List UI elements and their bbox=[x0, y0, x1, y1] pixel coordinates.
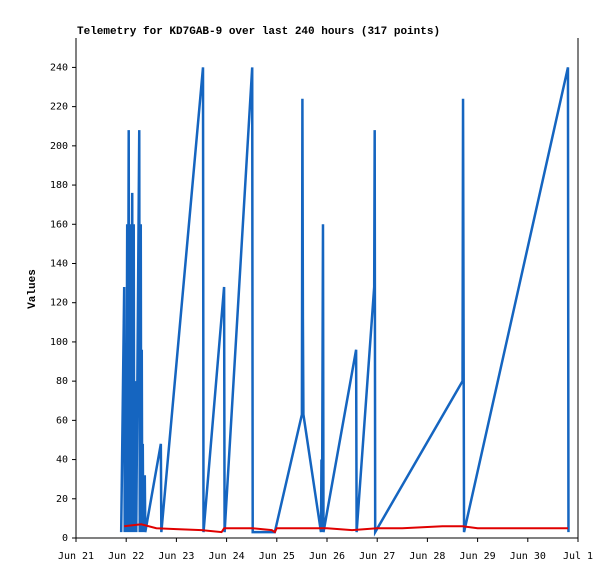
x-tick-label: Jun 27 bbox=[359, 551, 395, 562]
x-tick-label: Jun 23 bbox=[158, 551, 194, 562]
y-tick-label: 20 bbox=[56, 494, 68, 505]
x-tick-label: Jun 22 bbox=[108, 551, 144, 562]
x-tick-label: Jun 30 bbox=[510, 551, 546, 562]
x-tick-label: Jun 28 bbox=[409, 551, 445, 562]
y-tick-label: 0 bbox=[62, 533, 68, 544]
chart-title: Telemetry for KD7GAB-9 over last 240 hou… bbox=[77, 26, 440, 38]
y-tick-label: 60 bbox=[56, 415, 68, 426]
x-tick-label: Jun 25 bbox=[259, 551, 295, 562]
y-tick-label: 120 bbox=[50, 298, 68, 309]
series-line bbox=[124, 523, 568, 534]
series-line bbox=[119, 67, 570, 537]
y-tick-label: 180 bbox=[50, 180, 68, 191]
y-tick-label: 100 bbox=[50, 337, 68, 348]
x-tick-label: Jun 21 bbox=[58, 551, 94, 562]
y-tick-label: 240 bbox=[50, 62, 68, 73]
y-tick-label: 200 bbox=[50, 141, 68, 152]
x-tick-label: Jun 24 bbox=[209, 551, 245, 562]
y-tick-label: 80 bbox=[56, 376, 68, 387]
x-tick-label: Jun 29 bbox=[460, 551, 496, 562]
y-tick-label: 140 bbox=[50, 258, 68, 269]
y-axis-label: Values bbox=[27, 269, 39, 309]
x-tick-label: Jun 26 bbox=[309, 551, 345, 562]
y-tick-label: 160 bbox=[50, 219, 68, 230]
y-tick-label: 40 bbox=[56, 455, 68, 466]
y-tick-label: 220 bbox=[50, 102, 68, 113]
x-tick-label: Jul 1 bbox=[563, 551, 593, 562]
